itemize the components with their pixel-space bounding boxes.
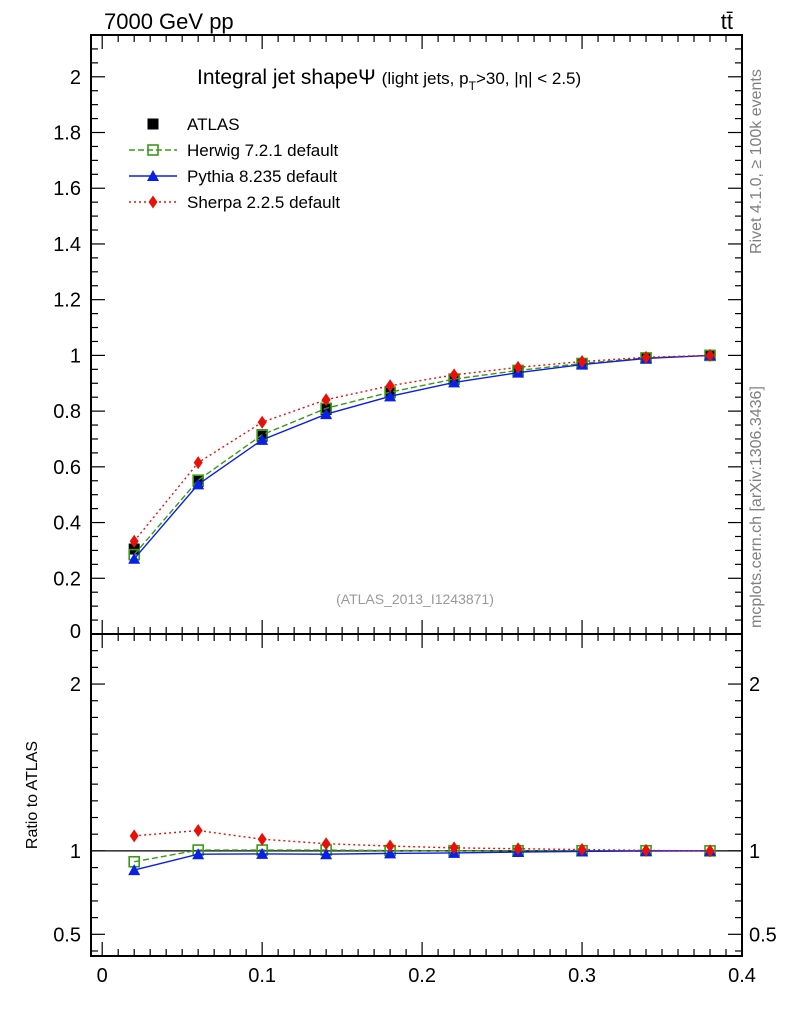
sherpa-point <box>513 360 523 374</box>
sherpa-point <box>193 456 203 470</box>
x-tick-label: 0.1 <box>248 965 276 987</box>
sherpa-point <box>385 379 395 393</box>
sherpa-point <box>129 534 139 548</box>
legend-atlas-marker <box>147 118 159 130</box>
sherpa-ratio-line <box>134 829 711 852</box>
sherpa-ratio-point <box>449 841 459 855</box>
ratio-y-tick-label-left: 0.5 <box>53 924 81 946</box>
sherpa-ratio-point <box>385 839 395 853</box>
ratio-y-axis-label: Ratio to ATLAS <box>24 741 41 849</box>
ratio-y-tick-label-left: 2 <box>70 674 81 696</box>
chart-subtitle-b: >30, |η| < 2.5) <box>476 69 581 88</box>
x-tick-label: 0.2 <box>408 965 436 987</box>
sherpa-ratio-point <box>193 824 203 838</box>
ratio-plot-series <box>91 824 742 876</box>
chart-subtitle-a: (light jets, p <box>382 69 469 88</box>
main-plot-series <box>128 348 717 564</box>
sherpa-ratio-point <box>129 829 139 843</box>
legend-sherpa-marker <box>148 195 158 209</box>
sherpa-ratio-point <box>321 837 331 851</box>
rivet-version-label: Rivet 4.1.0, ≥ 100k events <box>748 69 765 254</box>
chart-title-main: Integral jet shape <box>197 66 358 89</box>
legend-sherpa-label: Sherpa 2.2.5 default <box>187 193 340 212</box>
main-y-tick-label: 0.4 <box>53 513 81 535</box>
pythia-ratio-point <box>384 847 397 859</box>
sherpa-ratio-point <box>641 843 651 857</box>
main-y-tick-label: 2 <box>70 67 81 89</box>
pythia-point <box>448 376 461 388</box>
legend-atlas-label: ATLAS <box>187 115 240 134</box>
main-y-tick-label: 1.8 <box>53 123 81 145</box>
header-process-label: tt̄ <box>721 9 733 34</box>
sherpa-ratio-point <box>513 842 523 856</box>
main-y-tick-label: 1.4 <box>53 234 81 256</box>
sherpa-ratio-point <box>705 844 715 858</box>
ratio-panel-frame <box>90 633 743 957</box>
main-y-tick-label: 1.6 <box>53 178 81 200</box>
pythia-point <box>128 552 141 564</box>
mcplots-reference-label: mcplots.cern.ch [arXiv:1306.3436] <box>748 386 765 628</box>
sherpa-point <box>321 393 331 407</box>
x-tick-label: 0.4 <box>728 965 756 987</box>
analysis-id-label: (ATLAS_2013_I1243871) <box>336 591 494 607</box>
header-energy-label: 7000 GeV pp <box>104 9 234 34</box>
main-y-tick-label: 0.6 <box>53 457 81 479</box>
sherpa-point <box>257 415 267 429</box>
chart-title: Integral jet shapeΨ (light jets, pT>30, |… <box>197 66 581 93</box>
sherpa-point <box>705 348 715 362</box>
pythia-point <box>320 408 333 420</box>
sherpa-ratio-point <box>257 832 267 846</box>
main-y-tick-label-zero: 0 <box>70 621 81 643</box>
ratio-axis-ticks <box>91 633 743 956</box>
ratio-y-tick-label-right: 2 <box>749 674 760 696</box>
main-y-tick-label: 1 <box>70 345 81 367</box>
main-y-tick-label: 0.8 <box>53 401 81 423</box>
ratio-y-tick-label-right: 1 <box>749 841 760 863</box>
pythia-ratio-point <box>128 864 141 876</box>
pythia-point <box>384 390 397 402</box>
x-tick-labels: 0 0.1 0.2 0.3 0.4 <box>97 965 756 987</box>
main-axis-ticks <box>91 34 743 635</box>
x-tick-label: 0 <box>97 965 108 987</box>
pythia-ratio-point <box>320 848 333 860</box>
pythia-point <box>192 478 205 490</box>
ratio-y-tick-labels: 0.5 0.5 1 1 2 2 <box>53 674 777 946</box>
legend-herwig-label: Herwig 7.2.1 default <box>187 141 338 160</box>
legend-herwig-marker <box>147 144 159 156</box>
legend-pythia-label: Pythia 8.235 default <box>187 167 338 186</box>
sherpa-point <box>577 355 587 369</box>
chart-subtitle-sub: T <box>469 79 477 93</box>
ratio-y-tick-label-left: 1 <box>70 841 81 863</box>
herwig-line <box>133 354 711 556</box>
main-y-tick-label: 0.2 <box>53 568 81 590</box>
pythia-point <box>256 433 269 445</box>
sherpa-line <box>133 354 711 542</box>
ratio-y-tick-label-right: 0.5 <box>749 924 777 946</box>
legend-pythia-marker <box>147 170 159 181</box>
sherpa-point <box>641 350 651 364</box>
pythia-ratio-line <box>134 850 711 871</box>
sherpa-point <box>449 368 459 382</box>
main-y-tick-label: 1.2 <box>53 290 81 312</box>
pythia-line <box>133 354 711 560</box>
main-y-tick-labels: 0.2 0.4 0.6 0.8 1 1.2 1.4 1.6 1.8 2 <box>53 67 81 590</box>
chart-title-symbol: Ψ <box>358 66 376 89</box>
pythia-ratio-point <box>192 848 205 860</box>
pythia-ratio-point <box>256 847 269 859</box>
legend: ATLAS Herwig 7.2.1 default Pythia 8.235 de… <box>129 115 340 212</box>
x-tick-label: 0.3 <box>568 965 596 987</box>
sherpa-ratio-point <box>577 843 587 857</box>
